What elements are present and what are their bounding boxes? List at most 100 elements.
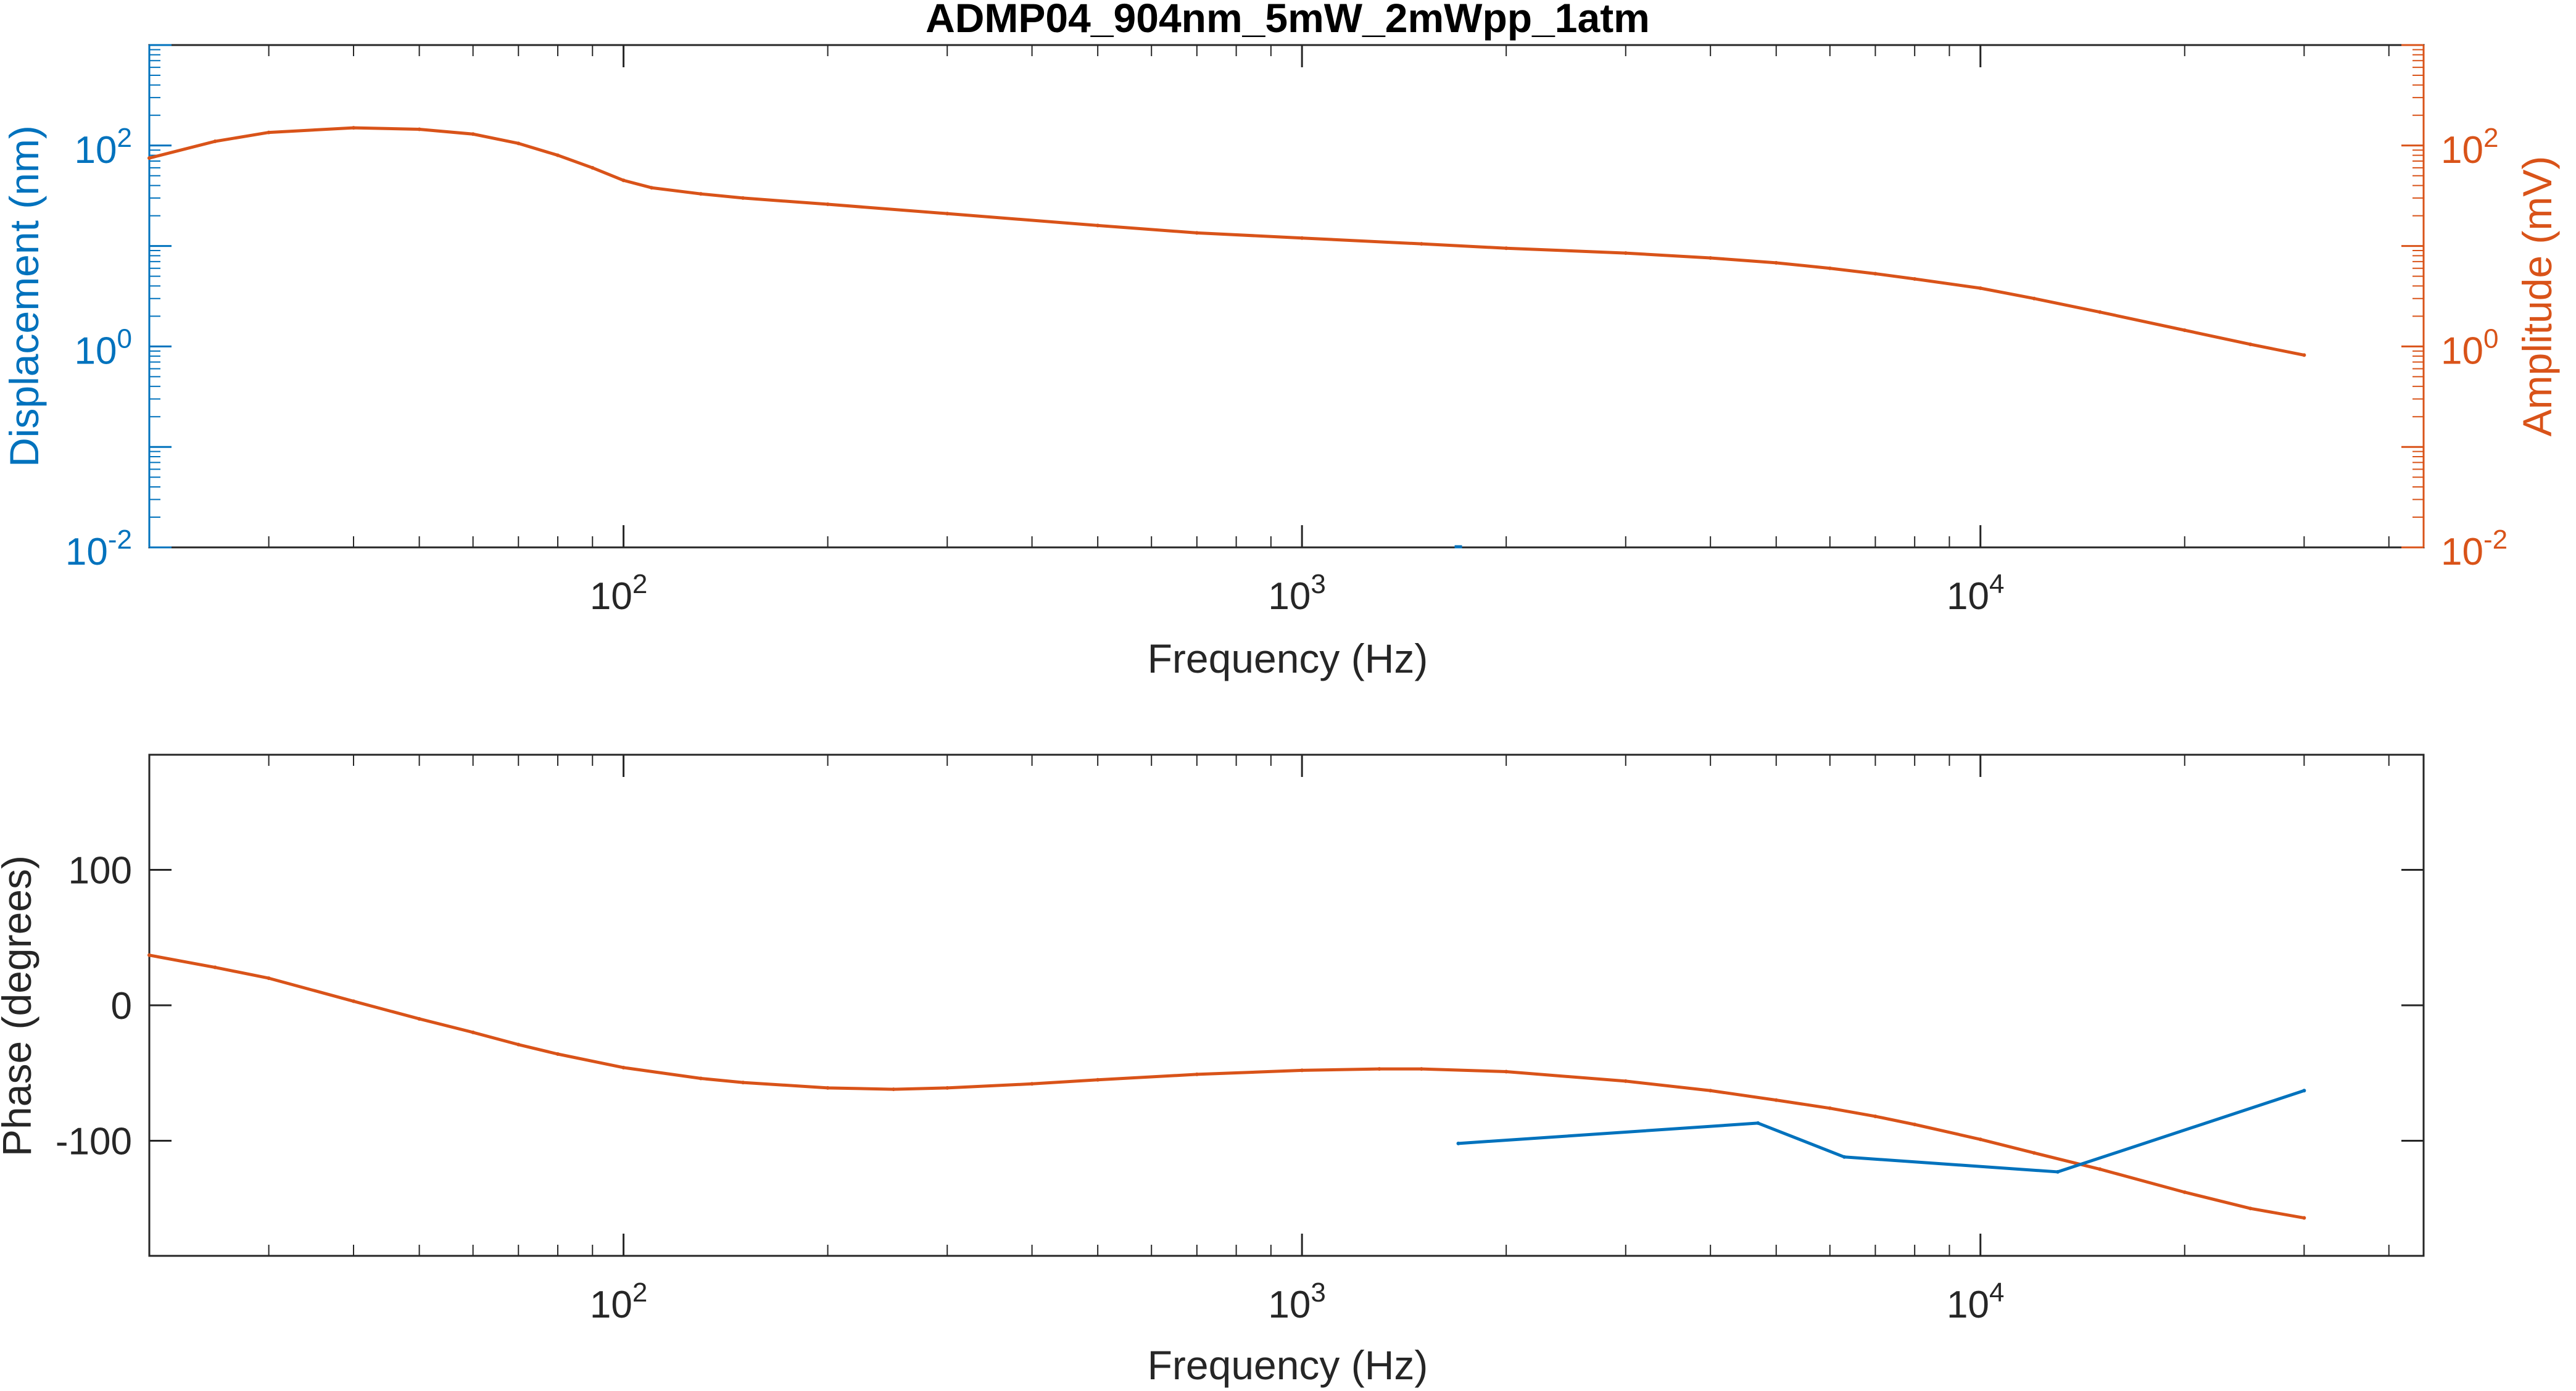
phase-data-point <box>698 1076 703 1081</box>
phase-data-point <box>2302 1216 2306 1220</box>
magnitude-data-point <box>2302 353 2306 357</box>
magnitude-data-point <box>1774 260 1778 265</box>
phase-data-point <box>1419 1067 1423 1071</box>
magnitude-data-point <box>945 212 950 216</box>
magnitude-tick-labels: 102 103 104 10-2 100 102 10-2 100 102 <box>65 123 2508 618</box>
phase-data-point <box>1842 1155 1847 1159</box>
phase-y-tick-label: 100 <box>68 850 132 892</box>
magnitude-plot: ADMP04_904nm_5mW_2mWpp_1atm 102 103 104 10-… <box>1 0 2560 681</box>
magnitude-data-point <box>1978 286 1982 291</box>
magnitude-data-point <box>417 127 421 131</box>
magnitude-data-point <box>2032 296 2036 301</box>
phase-data-point <box>147 953 151 957</box>
magnitude-data-point <box>590 165 595 170</box>
phase-data-point <box>892 1087 896 1092</box>
magnitude-data-point <box>352 126 356 130</box>
phase-y-tick-label: -100 <box>56 1120 132 1163</box>
phase-data-point <box>1756 1121 1760 1125</box>
phase-data-point <box>1623 1079 1628 1083</box>
magnitude-data-point <box>826 202 830 207</box>
phase-data-point <box>1873 1114 1878 1118</box>
phase-series-line <box>149 953 2305 1220</box>
amplitude-y-tick-label: 102 <box>2441 123 2498 172</box>
magnitude-data-point <box>1300 236 1304 240</box>
amplitude-y-axis-label: Amplitude (mV) <box>2514 156 2560 437</box>
displacement-y-tick-label: 102 <box>75 123 132 172</box>
phase-y-tick-label: 0 <box>111 985 132 1028</box>
magnitude-data-point <box>213 139 217 144</box>
phase-data-point <box>1300 1068 1304 1073</box>
magnitude-x-axis-label: Frequency (Hz) <box>1148 636 1428 681</box>
magnitude-data-point <box>1913 276 1917 281</box>
magnitude-data-point <box>2182 328 2187 333</box>
phase-data-point <box>1030 1082 1034 1086</box>
displacement-y-tick-label: 10-2 <box>65 525 132 573</box>
phase-y-axis-label: Phase (degrees) <box>0 855 39 1156</box>
displacement-y-axis-label: Displacement (nm) <box>1 125 47 467</box>
phase-x-axis-label: Frequency (Hz) <box>1148 1342 1428 1388</box>
chart-title: ADMP04_904nm_5mW_2mWpp_1atm <box>926 0 1650 41</box>
phase-data-point <box>213 965 217 970</box>
phase-data-point <box>516 1042 521 1047</box>
displacement-y-tick-label: 100 <box>75 323 132 372</box>
magnitude-series <box>147 126 2306 549</box>
phase-data-point <box>352 999 356 1003</box>
phase-data-point <box>1978 1137 1982 1142</box>
magnitude-x-tick-label: 103 <box>1268 569 1325 618</box>
phase-data-point <box>2056 1169 2060 1174</box>
magnitude-data-point <box>1873 272 1878 276</box>
magnitude-data-point <box>471 132 475 136</box>
magnitude-data-point <box>741 196 745 200</box>
magnitude-data-point <box>621 178 626 183</box>
amplitude-y-tick-label: 100 <box>2441 323 2498 372</box>
magnitude-data-point <box>698 192 703 196</box>
magnitude-series-line <box>149 126 2305 357</box>
phase-data-point <box>417 1016 421 1021</box>
magnitude-data-point <box>1708 256 1713 260</box>
phase-data-point <box>2248 1206 2253 1211</box>
phase-series <box>147 953 2306 1220</box>
phase-data-point <box>2182 1190 2187 1194</box>
magnitude-data-point <box>1623 251 1628 255</box>
phase-series-line <box>1458 1089 2305 1174</box>
phase-data-point <box>1913 1123 1917 1127</box>
phase-data-point <box>471 1030 475 1034</box>
magnitude-data-point <box>516 141 521 146</box>
phase-data-point <box>741 1081 745 1085</box>
magnitude-data-point <box>650 186 654 190</box>
magnitude-x-tick-label: 104 <box>1947 569 2004 618</box>
phase-data-point <box>1774 1098 1778 1102</box>
phase-tick-labels: 102 103 104 100 0 -100 <box>56 850 2005 1326</box>
phase-data-point <box>1504 1069 1509 1074</box>
magnitude-data-point <box>1096 223 1100 228</box>
magnitude-axis-ticks <box>148 44 2425 549</box>
phase-data-point <box>621 1065 626 1069</box>
phase-x-tick-label: 104 <box>1947 1277 2004 1326</box>
phase-data-point <box>2032 1151 2036 1155</box>
phase-axis-ticks <box>149 755 2424 1256</box>
phase-data-point <box>826 1086 830 1090</box>
magnitude-plot-frame <box>148 44 2425 549</box>
phase-data-point <box>1096 1078 1100 1082</box>
magnitude-data-point <box>1419 242 1423 246</box>
magnitude-x-tick-label: 102 <box>590 569 647 618</box>
magnitude-data-point <box>1504 246 1509 251</box>
phase-data-point <box>2302 1089 2306 1093</box>
magnitude-data-point <box>556 153 560 157</box>
magnitude-data-point <box>267 130 271 135</box>
phase-data-point <box>267 976 271 981</box>
phase-data-point <box>945 1086 950 1090</box>
phase-x-tick-label: 103 <box>1268 1277 1325 1326</box>
phase-data-point <box>2098 1167 2102 1171</box>
magnitude-data-point <box>147 156 151 160</box>
phase-data-point <box>1195 1072 1199 1076</box>
phase-plot-frame <box>148 754 2425 1257</box>
amplitude-y-tick-label: 10-2 <box>2441 525 2508 573</box>
phase-data-point <box>1377 1067 1381 1071</box>
phase-data-point <box>1828 1106 1832 1110</box>
magnitude-data-point <box>1828 266 1832 270</box>
phase-x-tick-label: 102 <box>590 1277 647 1326</box>
phase-data-point <box>1708 1089 1713 1093</box>
magnitude-data-point <box>2248 342 2253 346</box>
